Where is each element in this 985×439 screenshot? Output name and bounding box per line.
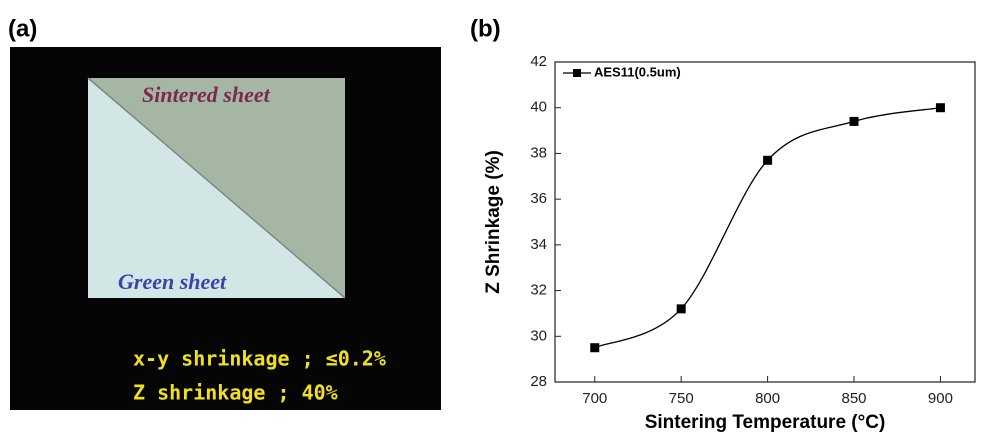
shrinkage-note: Z shrinkage ; 40%	[133, 381, 338, 405]
y-tick-label: 34	[530, 236, 547, 253]
y-tick-label: 32	[530, 282, 547, 299]
x-axis-label: Sintering Temperature (°C)	[645, 412, 886, 433]
y-tick-label: 42	[530, 53, 547, 70]
data-point	[763, 156, 772, 165]
panel-label: (a)	[8, 15, 37, 42]
sintered-label: Sintered sheet	[142, 82, 271, 107]
figure: (a) Sintered sheet Green sheet x-y shrin…	[0, 0, 985, 434]
y-tick-label: 36	[530, 190, 547, 207]
x-tick-label: 800	[755, 390, 780, 407]
y-tick-label: 30	[530, 327, 547, 344]
data-point	[936, 103, 945, 112]
y-tick-label: 38	[530, 144, 547, 161]
plot-frame	[555, 62, 975, 382]
y-tick-label: 40	[530, 99, 547, 116]
data-point	[850, 117, 859, 126]
x-tick-label: 750	[669, 390, 694, 407]
x-tick-label: 700	[582, 390, 607, 407]
legend-marker	[573, 69, 581, 77]
series-line	[595, 108, 941, 348]
data-point	[590, 343, 599, 352]
data-point	[677, 304, 686, 313]
y-tick-label: 28	[530, 373, 547, 390]
green-label: Green sheet	[118, 269, 227, 294]
y-axis-label: Z Shrinkage (%)	[483, 150, 504, 294]
x-tick-label: 900	[928, 390, 953, 407]
shrinkage-note: x-y shrinkage ; ≤0.2%	[133, 347, 386, 371]
x-tick-label: 850	[841, 390, 866, 407]
legend-label: AES11(0.5um)	[594, 64, 681, 79]
panel-label: (b)	[470, 15, 501, 42]
